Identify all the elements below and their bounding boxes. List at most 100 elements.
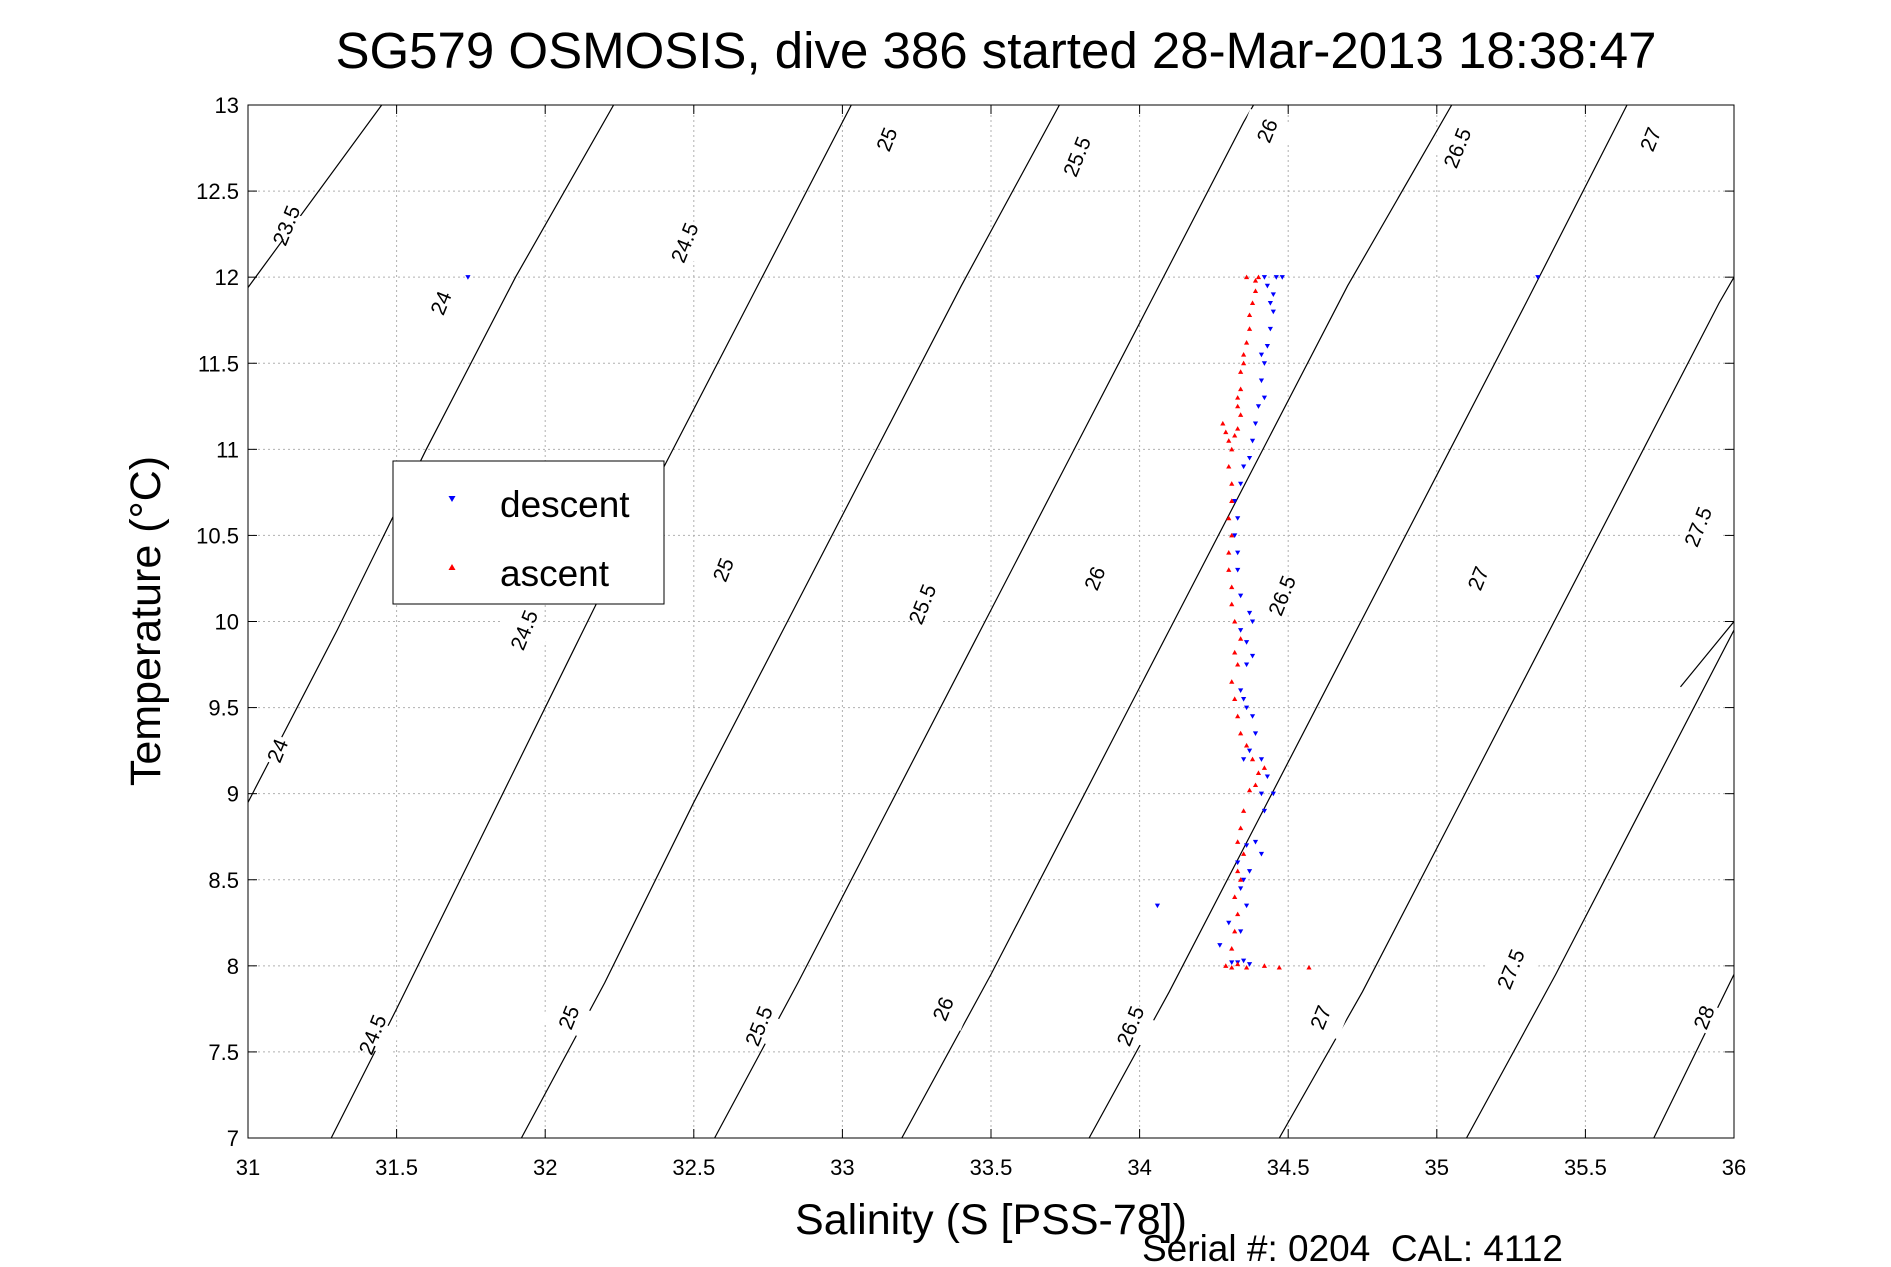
data-point-descent — [1261, 275, 1268, 280]
data-point-descent — [1241, 958, 1247, 964]
density-contours: 23.5242424.524.524.525252525.525.525.526… — [248, 105, 1734, 1138]
data-point-ascent — [1238, 730, 1244, 736]
data-point-descent — [1246, 869, 1253, 874]
data-point-descent — [1249, 653, 1256, 659]
density-contour-line — [1278, 276, 1734, 1138]
data-point-ascent — [1229, 481, 1235, 486]
data-point-descent — [1270, 791, 1276, 797]
contour-label-bg — [895, 582, 951, 627]
data-point-descent — [1535, 275, 1541, 280]
footer-serial-cal: Serial #: 0204 CAL: 4112 — [1142, 1228, 1563, 1262]
data-point-ascent — [1246, 787, 1253, 793]
contour-label-bg — [1049, 134, 1105, 179]
contour-label-bg — [1670, 504, 1726, 549]
data-point-ascent — [1255, 274, 1262, 280]
x-tick-label: 35 — [1425, 1155, 1449, 1180]
x-tick-label: 32.5 — [672, 1155, 715, 1180]
y-tick-label: 10 — [215, 610, 239, 635]
y-tick-label: 7 — [227, 1126, 239, 1151]
y-tick-label: 11 — [216, 437, 239, 462]
data-point-ascent — [1246, 312, 1253, 318]
contour-label-bg — [696, 547, 752, 592]
data-point-ascent — [1226, 550, 1232, 555]
legend-marker-ascent — [448, 564, 456, 570]
y-tick-label: 9.5 — [208, 696, 239, 721]
data-point-ascent — [1232, 894, 1238, 899]
chart-title: SG579 OSMOSIS, dive 386 started 28-Mar-2… — [335, 22, 1656, 79]
contour-label-bg — [1254, 573, 1310, 618]
contour-label-bg — [541, 995, 597, 1040]
density-contour-line — [248, 105, 383, 288]
series-descent — [465, 275, 1541, 967]
data-point-ascent — [1243, 339, 1250, 345]
data-point-ascent — [1235, 839, 1241, 844]
data-point-descent — [1264, 344, 1270, 349]
data-point-descent — [1217, 943, 1223, 948]
grid-lines — [248, 105, 1734, 1138]
density-contour-line — [1088, 105, 1628, 1138]
data-point-descent — [1267, 326, 1273, 332]
legend-box — [392, 460, 665, 605]
contour-label-bg — [1676, 995, 1732, 1040]
data-point-descent — [1273, 275, 1279, 280]
data-point-ascent — [1241, 360, 1247, 366]
contour-label-bg — [1067, 556, 1123, 601]
data-point-descent — [1232, 533, 1238, 539]
density-contour-line — [1653, 974, 1734, 1138]
data-point-ascent — [1252, 782, 1259, 788]
data-point-descent — [1249, 714, 1256, 719]
data-point-descent — [1238, 628, 1244, 633]
data-point-descent — [1246, 962, 1253, 967]
data-point-descent — [1261, 361, 1268, 366]
data-point-descent — [1264, 283, 1270, 289]
data-point-descent — [1264, 774, 1270, 780]
data-point-ascent — [1243, 964, 1250, 970]
data-point-descent — [1246, 610, 1253, 616]
x-tick-label: 31 — [236, 1155, 260, 1180]
data-point-ascent — [1252, 288, 1259, 293]
data-point-ascent — [1226, 438, 1232, 443]
data-point-descent — [1154, 903, 1161, 909]
legend-entry-ascent: ascent — [500, 553, 610, 594]
data-point-ascent — [1241, 352, 1247, 357]
data-point-descent — [1243, 640, 1250, 645]
data-point-ascent — [1255, 770, 1262, 776]
legend-marker-descent — [448, 496, 456, 502]
y-tick-label: 12.5 — [196, 179, 239, 204]
y-axis-label: Temperature (°C) — [122, 456, 170, 786]
data-point-descent — [1249, 438, 1256, 444]
data-point-ascent — [1238, 877, 1244, 882]
data-point-ascent — [1238, 369, 1244, 374]
data-point-descent — [1252, 421, 1259, 427]
data-point-ascent — [1229, 679, 1235, 684]
data-point-descent — [1238, 886, 1244, 891]
contour-label-bg — [413, 281, 469, 325]
data-point-ascent — [1243, 274, 1250, 280]
data-point-descent — [1252, 839, 1259, 845]
x-tick-label: 36 — [1722, 1155, 1746, 1180]
data-point-ascent — [1229, 601, 1235, 607]
y-tick-label: 12 — [215, 265, 239, 290]
data-point-ascent — [1238, 386, 1244, 392]
y-tick-label: 11.5 — [198, 351, 239, 376]
data-point-descent — [1235, 860, 1241, 866]
data-point-ascent — [1223, 963, 1229, 968]
data-point-ascent — [1261, 765, 1268, 770]
data-point-descent — [1238, 688, 1244, 693]
data-point-ascent — [1229, 964, 1235, 970]
y-tick-label: 8 — [227, 954, 239, 979]
data-point-ascent — [1232, 432, 1238, 438]
data-point-descent — [1279, 275, 1285, 280]
data-point-ascent — [1243, 742, 1250, 748]
data-point-ascent — [1229, 532, 1235, 538]
data-point-descent — [1261, 808, 1268, 814]
data-point-ascent — [1252, 278, 1259, 283]
data-point-descent — [1226, 920, 1232, 926]
data-point-descent — [1238, 481, 1244, 487]
x-axis-label: Salinity (S [PSS-78]) — [795, 1196, 1187, 1244]
x-tick-label: 33 — [830, 1155, 854, 1180]
contour-label-bg — [345, 1012, 401, 1057]
data-point-descent — [1246, 748, 1253, 754]
data-point-descent — [1243, 903, 1250, 909]
